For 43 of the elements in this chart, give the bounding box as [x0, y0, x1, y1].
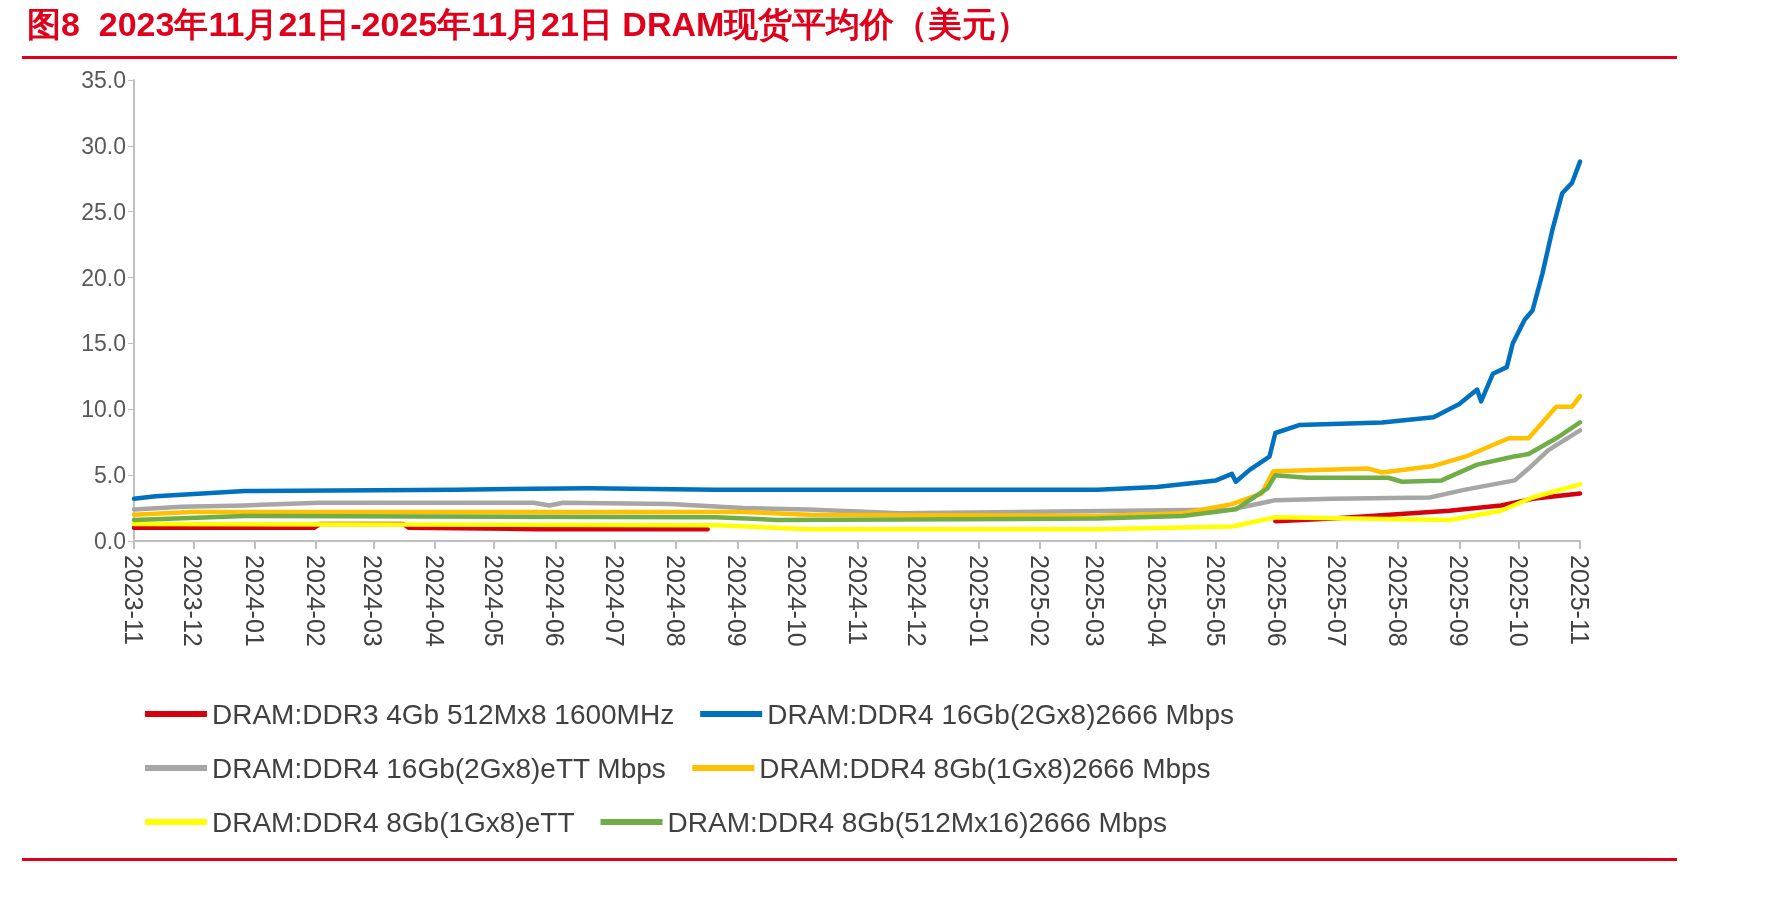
- x-tick-label: 2024-08: [662, 555, 690, 647]
- x-tick-label: 2025-07: [1322, 555, 1351, 647]
- y-tick-label: 10.0: [81, 396, 126, 423]
- x-tick-label: 2024-09: [723, 555, 752, 647]
- legend-label: DRAM:DDR4 8Gb(1Gx8)eTT: [212, 806, 575, 838]
- x-tick-label: 2025-04: [1142, 555, 1171, 647]
- line-series: [131, 482, 1583, 532]
- x-tick-label: 2025-03: [1081, 555, 1110, 647]
- legend-label: DRAM:DDR4 16Gb(2Gx8)2666 Mbps: [767, 698, 1235, 730]
- legend-label: DRAM:DDR4 8Gb(512Mx16)2666 Mbps: [667, 806, 1168, 838]
- x-tick-label: 2024-10: [782, 555, 811, 647]
- legend-label: DRAM:DDR4 16Gb(2Gx8)eTT Mbps: [212, 752, 666, 784]
- x-tick-label: 2024-02: [301, 555, 330, 647]
- x-tick-label: 2025-09: [1445, 555, 1474, 647]
- line-series: [131, 159, 1583, 502]
- x-tick-label: 2025-06: [1263, 555, 1292, 647]
- x-tick-label: 2024-11: [843, 555, 872, 645]
- x-tick-label: 2025-08: [1384, 555, 1413, 647]
- x-tick-label: 2024-03: [359, 555, 388, 647]
- x-tick-label: 2023-12: [179, 555, 208, 647]
- legend-label: DRAM:DDR4 8Gb(1Gx8)2666 Mbps: [759, 752, 1211, 784]
- x-tick-label: 2024-06: [541, 555, 570, 647]
- y-tick-label: 20.0: [81, 264, 126, 291]
- y-tick-label: 15.0: [81, 330, 126, 357]
- x-tick-label: 2023-11: [120, 555, 148, 645]
- x-tick-label: 2025-10: [1504, 555, 1533, 647]
- y-tick-label: 35.0: [81, 67, 126, 93]
- x-tick-label: 2025-11: [1566, 555, 1594, 645]
- legend-label: DRAM:DDR3 4Gb 512Mx8 1600MHz: [212, 698, 675, 730]
- y-tick-label: 25.0: [81, 198, 126, 225]
- x-tick-label: 2024-04: [420, 555, 449, 647]
- chart-title: 图8 2023年11月21日-2025年11月21日 DRAM现货平均价（美元）: [27, 5, 1031, 43]
- x-tick-label: 2025-01: [964, 555, 993, 647]
- y-tick-label: 5.0: [94, 462, 126, 489]
- y-tick-label: 0.0: [94, 528, 126, 554]
- x-tick-label: 2024-12: [903, 555, 932, 647]
- line-series: [131, 393, 1583, 519]
- x-tick-label: 2025-02: [1025, 555, 1054, 647]
- x-tick-label: 2024-01: [240, 555, 269, 647]
- y-tick-label: 30.0: [81, 132, 126, 159]
- x-tick-label: 2025-05: [1202, 555, 1231, 647]
- x-tick-label: 2024-05: [480, 555, 509, 647]
- x-tick-label: 2024-07: [600, 555, 629, 647]
